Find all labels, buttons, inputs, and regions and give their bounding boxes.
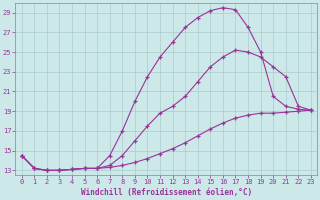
- X-axis label: Windchill (Refroidissement éolien,°C): Windchill (Refroidissement éolien,°C): [81, 188, 252, 197]
